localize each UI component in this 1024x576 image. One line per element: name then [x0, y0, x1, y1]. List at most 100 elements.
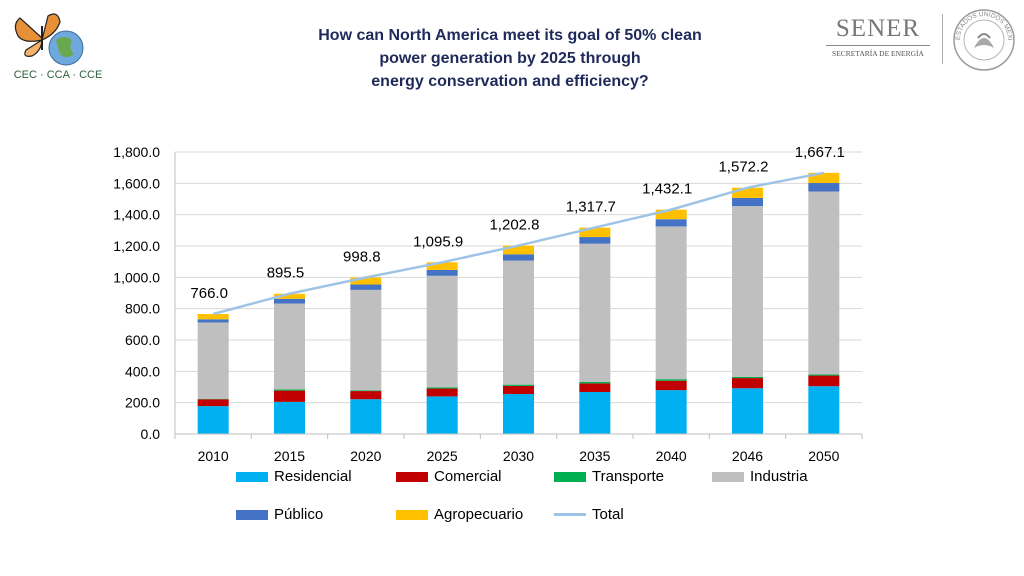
legend-label-agropecuario: Agropecuario: [434, 506, 524, 523]
legend-swatch-agropecuario: [396, 509, 428, 520]
x-tick-label: 2010: [198, 448, 229, 464]
bar-segment-industria: [350, 289, 382, 391]
bar-segment-agropecuario: [197, 313, 229, 320]
bar-segment-residencial: [503, 394, 534, 434]
mexico-seal-icon: ESTADOS UNIDOS MEXICANOS: [952, 8, 1015, 71]
bar-segment-residencial: [426, 396, 458, 434]
bar-segment-público: [655, 219, 687, 227]
title-line-3: energy conservation and efficiency?: [371, 73, 649, 90]
x-tick-label: 2050: [808, 448, 839, 464]
bar-segment-industria: [197, 322, 229, 399]
bar-segment-industria: [655, 226, 687, 380]
legend-item-agropecuario: Agropecuario: [396, 506, 523, 523]
y-axis-tick-labels: 0.0 200.0 400.0 600.0 800.0 1,000.0 1,200.0 1,4…: [113, 144, 160, 442]
bar-segment-comercial: [579, 383, 611, 393]
legend-item-comercial: Comercial: [396, 468, 502, 485]
bar-segment-agropecuario: [808, 172, 840, 184]
bar-segment-comercial: [426, 388, 458, 397]
legend-item-total: Total: [554, 506, 624, 523]
total-data-label: 1,667.1: [795, 144, 845, 161]
bar-segment-agropecuario: [350, 277, 382, 285]
sener-name: SENER: [835, 15, 921, 42]
bar-segment-comercial: [197, 399, 229, 407]
bar-segment-agropecuario: [579, 227, 611, 238]
bar-segment-comercial: [732, 378, 763, 389]
bar-segment-público: [274, 298, 305, 304]
legend-swatch-total: [554, 513, 586, 516]
legend-swatch-residencial: [236, 471, 268, 482]
butterfly-icon: [14, 13, 61, 57]
bars: [197, 172, 840, 434]
bar-segment-comercial: [655, 380, 687, 391]
sener-subtitle: SECRETARÍA DE ENERGÍA: [832, 49, 924, 58]
x-tick-label: 2015: [274, 448, 305, 464]
bar-segment-comercial: [503, 385, 534, 395]
bar-segment-transporte: [655, 379, 687, 381]
cec-logo: CEC · CCA · CCE: [14, 13, 102, 81]
bar-segment-comercial: [808, 375, 840, 387]
bar-segment-transporte: [503, 384, 534, 386]
legend-label-residencial: Residencial: [274, 468, 352, 485]
total-data-label: 766.0: [190, 285, 228, 302]
total-data-label: 1,432.1: [642, 181, 692, 198]
bar-segment-agropecuario: [426, 262, 458, 270]
legend-label-publico: Público: [274, 506, 324, 523]
y-tick-label: 600.0: [125, 332, 160, 348]
bar-segment-industria: [426, 275, 458, 388]
bar-segment-público: [197, 319, 229, 323]
bar-segment-residencial: [808, 386, 840, 434]
bar-segment-industria: [579, 243, 611, 382]
legend-swatch-publico: [236, 509, 268, 520]
bar-segment-agropecuario: [655, 209, 687, 220]
total-line: [212, 171, 825, 316]
title-line-1: How can North America meet its goal of 5…: [318, 27, 702, 44]
bar-segment-residencial: [350, 399, 382, 434]
y-tick-label: 1,200.0: [113, 238, 160, 254]
globe-land: [56, 37, 74, 57]
legend-item-industria: Industria: [712, 468, 808, 485]
total-data-label: 895.5: [267, 265, 305, 282]
total-series-line: [212, 171, 825, 316]
y-tick-label: 1,000.0: [113, 269, 160, 285]
bar-segment-comercial: [274, 390, 305, 402]
bar-segment-residencial: [274, 401, 305, 434]
bar-segment-industria: [274, 303, 305, 390]
legend-label-total: Total: [592, 506, 624, 523]
bar-segment-transporte: [426, 387, 458, 389]
x-tick-label: 2046: [732, 448, 763, 464]
bar-segment-comercial: [350, 391, 382, 400]
y-tick-label: 0.0: [141, 426, 161, 442]
x-tick-label: 2040: [656, 448, 687, 464]
y-tick-label: 200.0: [125, 395, 160, 411]
legend-item-transporte: Transporte: [554, 468, 664, 485]
legend-swatch-comercial: [396, 471, 428, 482]
y-tick-label: 1,800.0: [113, 144, 160, 160]
total-data-label: 998.8: [343, 249, 381, 266]
y-tick-label: 400.0: [125, 363, 160, 379]
x-axis: 2010 2015 2020 2025 2030 2035 2040 2046 2050: [174, 152, 863, 464]
bar-segment-residencial: [655, 390, 687, 434]
y-tick-label: 1,600.0: [113, 175, 160, 191]
x-tick-label: 2020: [350, 448, 381, 464]
bar-segment-transporte: [274, 389, 305, 391]
legend-label-transporte: Transporte: [592, 468, 664, 485]
bar-segment-transporte: [732, 376, 763, 379]
legend-swatch-transporte: [554, 471, 586, 482]
legend-item-residencial: Residencial: [236, 468, 352, 485]
bar-segment-público: [808, 183, 840, 192]
x-tick-label: 2025: [427, 448, 458, 464]
bar-segment-industria: [503, 260, 534, 385]
y-tick-label: 1,400.0: [113, 207, 160, 223]
bar-segment-transporte: [808, 374, 840, 376]
title-line-2: power generation by 2025 through: [379, 50, 641, 67]
legend-item-publico: Público: [236, 506, 323, 523]
legend-label-comercial: Comercial: [434, 468, 502, 485]
bar-segment-transporte: [350, 390, 382, 392]
bar-segment-agropecuario: [503, 245, 534, 255]
sener-rule: [826, 45, 930, 46]
logo-divider: [942, 14, 943, 64]
legend-label-industria: Industria: [750, 468, 808, 485]
bar-segment-residencial: [732, 388, 763, 434]
total-data-label: 1,095.9: [413, 233, 463, 250]
